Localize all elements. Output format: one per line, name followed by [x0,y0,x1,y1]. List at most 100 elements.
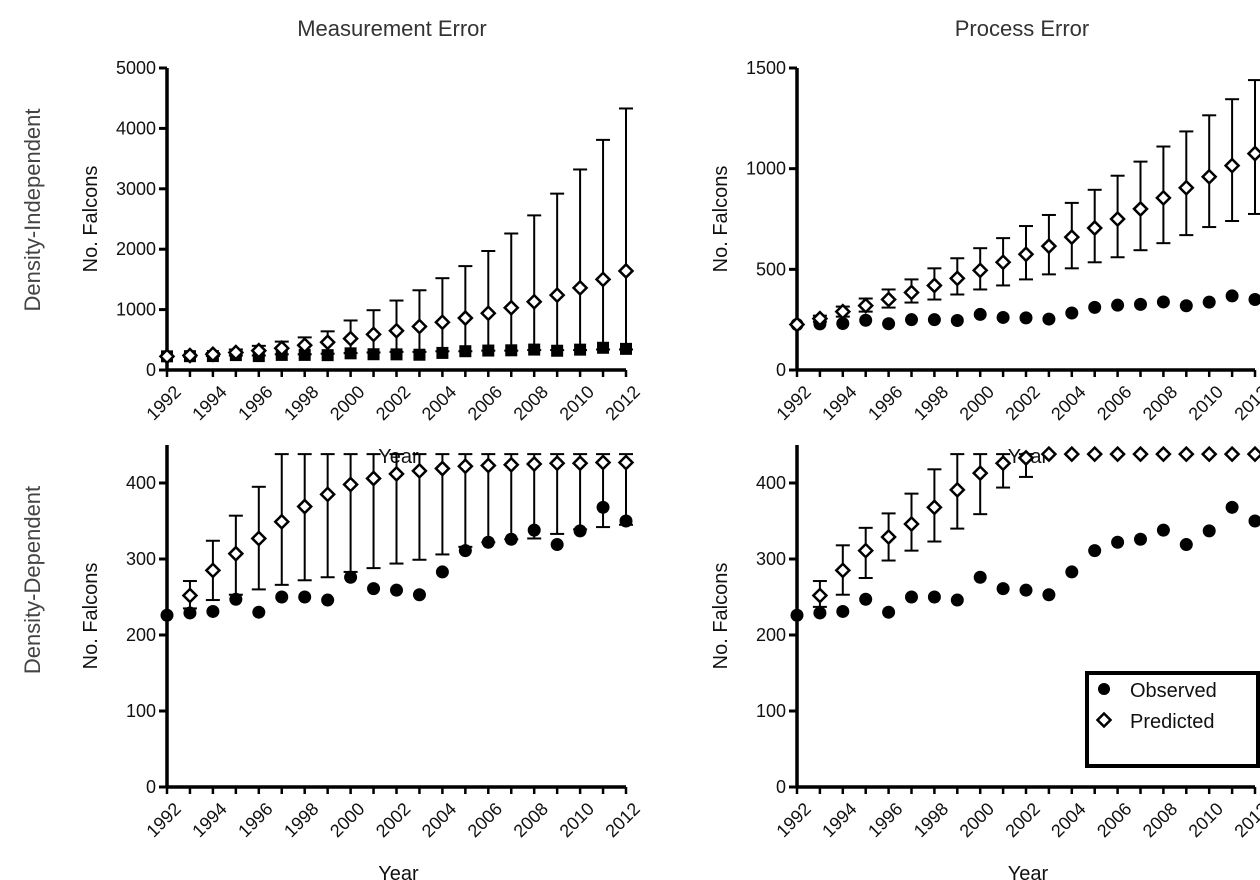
x-tick-label: 2002 [1001,799,1043,841]
y-tick-label: 4000 [116,118,156,138]
predicted-point [1040,237,1058,255]
observed-point [412,588,426,602]
observed-point [1134,532,1147,546]
error-bar [458,265,473,353]
observed-point [459,345,472,358]
observed-point [390,583,403,597]
predicted-point [502,456,520,474]
observed-point [344,347,357,360]
observed-point [160,608,174,622]
x-tick-label: 2008 [1139,799,1181,841]
observed-point [620,342,632,355]
x-axis-label: Year [1008,863,1049,880]
predicted-point [571,454,589,472]
observed-point [298,348,311,361]
x-tick-label: 1992 [772,382,814,424]
x-tick-label: 1994 [818,799,860,841]
observed-point [859,592,873,606]
predicted-point [388,465,405,483]
x-tick-label: 1998 [910,382,952,424]
observed-point [1065,565,1079,579]
predicted-point [525,455,543,473]
predicted-point [1246,145,1260,162]
observed-point [1225,289,1239,303]
observed-point [206,604,220,618]
x-tick-label: 1996 [234,799,276,841]
observed-point [528,343,541,356]
predicted-point [1086,445,1103,463]
predicted-point [971,464,989,482]
y-tick-label: 500 [756,259,786,279]
column-title-process-error: Process Error [955,16,1089,41]
x-tick-label: 1992 [772,799,814,841]
x-axis-label: Year [378,446,419,468]
predicted-point [1017,245,1035,263]
x-tick-label: 2010 [556,382,598,424]
observed-point [927,590,941,604]
error-bar [550,192,565,352]
x-tick-label: 2002 [372,382,414,424]
y-tick-label: 1000 [746,159,786,179]
observed-point [229,592,243,606]
error-bar [619,107,633,351]
predicted-point [1223,445,1241,463]
predicted-point [1086,219,1103,237]
observed-point [1019,311,1033,325]
x-tick-label: 2004 [1047,382,1089,424]
observed-point [596,500,610,514]
predicted-point [319,333,336,351]
error-bar [573,168,588,352]
predicted-point [994,254,1012,271]
observed-point [275,590,289,604]
observed-point [1088,544,1102,558]
error-bar [527,214,542,352]
observed-point [1134,297,1147,311]
predicted-point [1178,179,1195,197]
x-tick-label: 1992 [142,799,184,841]
x-tick-label: 1996 [234,382,276,424]
x-tick-label: 1994 [188,799,230,841]
predicted-point [296,336,313,354]
predicted-point [525,293,543,311]
predicted-point [1109,445,1126,463]
predicted-point [204,346,222,363]
observed-point [1225,500,1239,514]
predicted-point [342,330,359,347]
observed-point [1042,588,1056,602]
predicted-point [880,528,897,546]
observed-point [550,538,564,552]
x-tick-label: 1996 [864,382,906,424]
predicted-point [788,316,806,333]
x-tick-label: 1994 [818,382,860,424]
predicted-point [1178,445,1195,463]
observed-point [321,349,334,362]
y-tick-label: 0 [776,360,786,380]
x-tick-label: 2002 [372,799,414,841]
x-tick-label: 2000 [326,799,368,841]
observed-point [882,317,896,331]
predicted-point [1246,445,1260,463]
predicted-point [388,322,405,340]
predicted-point [971,262,989,279]
predicted-point [857,297,874,314]
y-tick-label: 100 [126,701,156,721]
observed-point [252,605,266,619]
predicted-point [949,270,966,287]
error-bar [297,453,312,582]
observed-point [481,535,495,549]
observed-point [950,313,964,327]
observed-point [183,606,197,620]
predicted-point [1200,168,1218,185]
predicted-point [617,454,635,471]
predicted-point [548,286,566,304]
legend-box [1085,671,1260,768]
observed-point [321,593,335,607]
x-tick-label: 1992 [142,382,184,424]
predicted-point [1132,200,1149,218]
observed-point [390,348,403,361]
x-tick-label: 2006 [464,799,506,841]
observed-point [1088,300,1102,314]
